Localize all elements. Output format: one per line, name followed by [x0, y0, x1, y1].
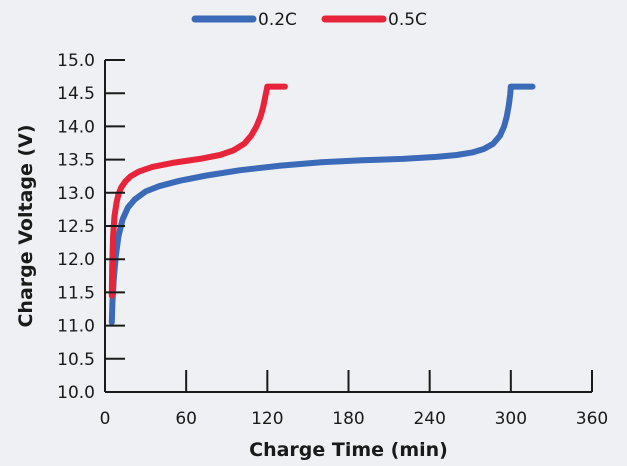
y-tick-label: 10.5	[57, 350, 95, 370]
y-tick-label: 14.5	[57, 84, 95, 104]
y-tick-label: 11.5	[57, 283, 95, 303]
y-tick-label: 10.0	[57, 383, 95, 403]
legend-label-0: 0.2C	[258, 10, 297, 30]
series-line-0	[108, 83, 536, 326]
y-tick-label: 11.0	[57, 317, 95, 337]
x-tick-label: 180	[332, 409, 364, 429]
y-tick-label: 13.5	[57, 151, 95, 171]
x-tick-label: 240	[413, 409, 445, 429]
legend: 0.2C 0.5C	[191, 10, 427, 30]
y-tick-label: 15.0	[57, 51, 95, 71]
y-axis-title: Charge Voltage (V)	[15, 124, 37, 327]
x-tick-label: 300	[495, 409, 527, 429]
y-tick-label: 12.0	[57, 250, 95, 270]
x-axis-title: Charge Time (min)	[249, 439, 448, 461]
series-line-1	[108, 83, 288, 299]
legend-label-1: 0.5C	[388, 10, 427, 30]
x-tick-label: 120	[251, 409, 283, 429]
x-tick-label: 360	[576, 409, 608, 429]
y-tick-label: 12.5	[57, 217, 95, 237]
y-tick-label: 14.0	[57, 117, 95, 137]
x-tick-label: 60	[175, 409, 197, 429]
x-tick-label: 0	[100, 409, 111, 429]
plot-lines	[108, 83, 536, 326]
y-tick-label: 13.0	[57, 184, 95, 204]
axes: 10.0 10.5 11.0 11.5 12.0 12.5 13.0 13.5 14.0 14.5…	[57, 51, 608, 429]
